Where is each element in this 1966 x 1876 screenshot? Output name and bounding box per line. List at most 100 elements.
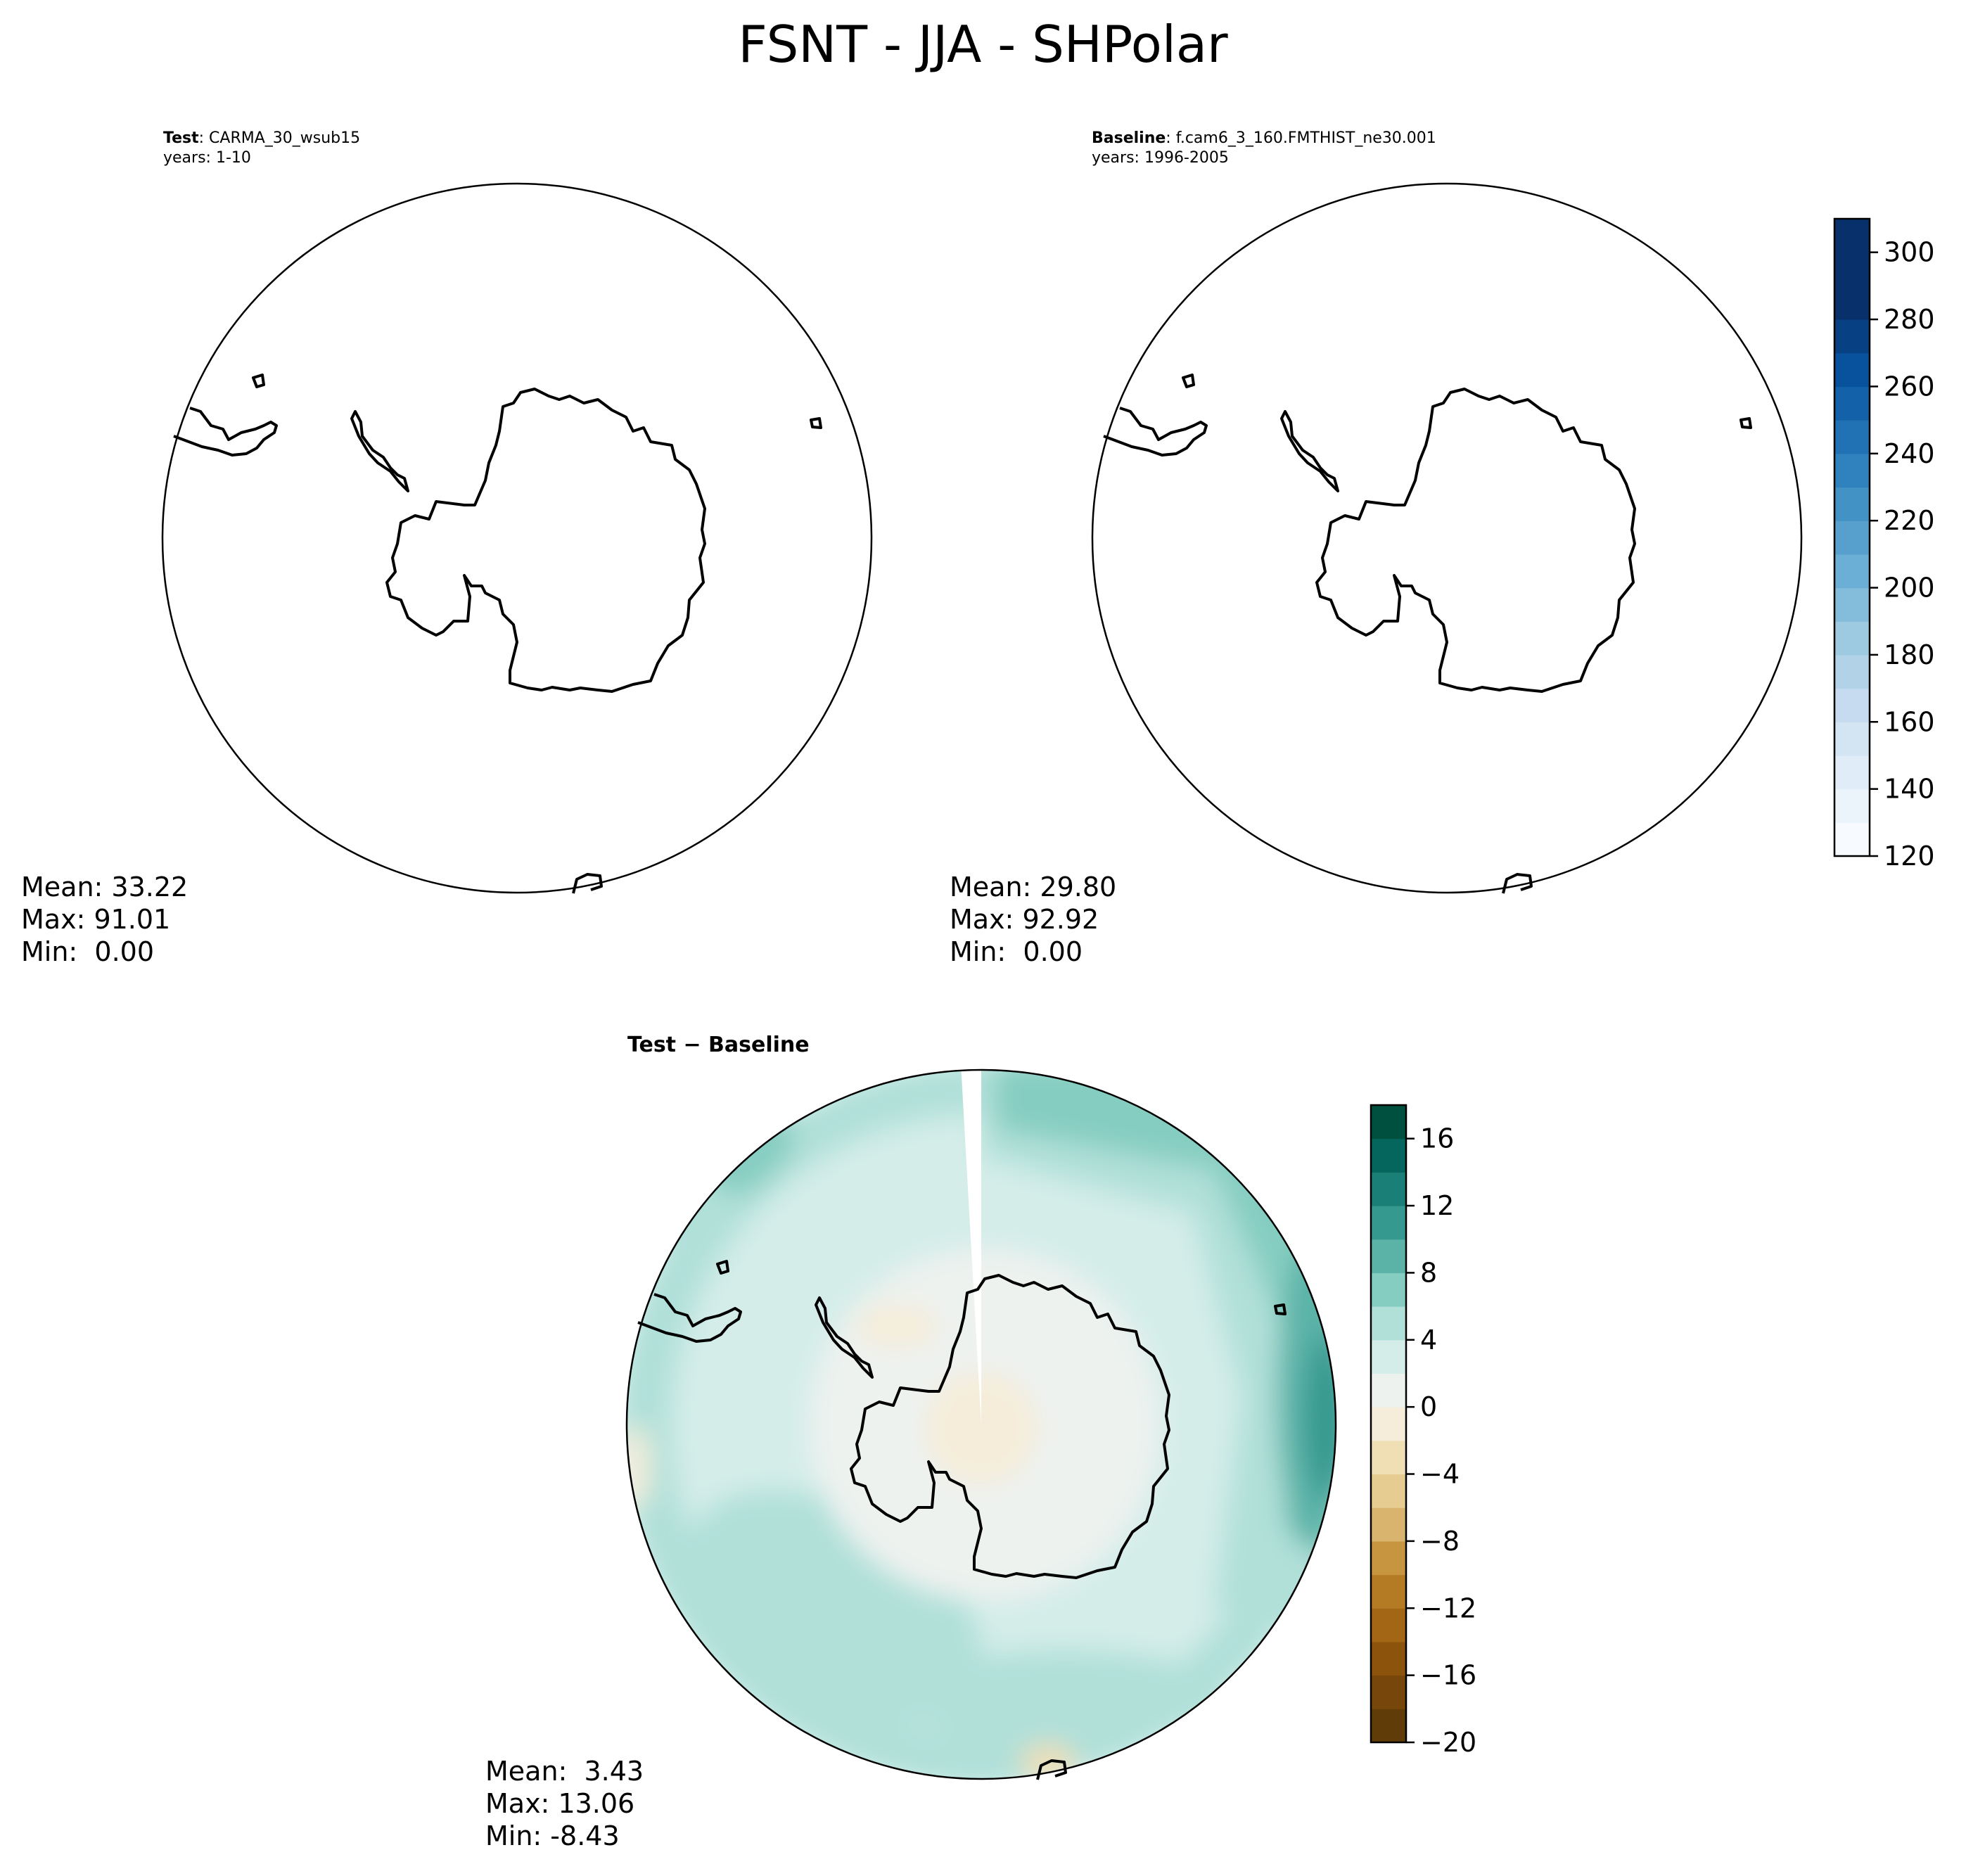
diff-south-america-coast xyxy=(637,1293,742,1343)
diff-colorbar-band xyxy=(1371,1574,1406,1609)
diff-mean: Mean: 3.43 xyxy=(485,1756,644,1787)
diff-colorbar-band xyxy=(1371,1440,1406,1475)
diff-map-boundary xyxy=(625,1068,1337,1780)
diff-colorbar-band xyxy=(1371,1641,1406,1676)
diff-colorbar-tick-label: 16 xyxy=(1420,1123,1454,1154)
baseline-colorbar-tick-label: 220 xyxy=(1884,505,1935,536)
diff-colorbar-tick-label: −20 xyxy=(1420,1727,1476,1758)
baseline-colorbar-band xyxy=(1834,621,1870,656)
baseline-max: Max: 92.92 xyxy=(950,904,1099,935)
baseline-colorbar-band xyxy=(1834,822,1870,857)
diff-colorbar-band xyxy=(1371,1239,1406,1274)
diff-colorbar-band xyxy=(1371,1507,1406,1542)
baseline-label-bold: Baseline xyxy=(1092,129,1166,147)
diff-coastlines xyxy=(637,1260,1287,1780)
diff-colorbar-tick-label: 4 xyxy=(1420,1325,1437,1355)
test-panel-label: Test: CARMA_30_wsub15 years: 1-10 xyxy=(163,129,360,168)
diff-field-max xyxy=(651,1189,686,1209)
test-label-bold: Test xyxy=(163,129,199,147)
diff-colorbar: −20 −16 −12 −8 −4 0 4 8 12 16 xyxy=(1370,1104,1476,1758)
figure-title: FSNT - JJA - SHPolar xyxy=(738,15,1228,74)
baseline-peninsula-coast xyxy=(1280,410,1339,492)
diff-data-gap xyxy=(960,1070,981,1424)
baseline-colorbar-band xyxy=(1834,688,1870,722)
baseline-colorbar-tick-label: 280 xyxy=(1884,304,1935,335)
diff-australia-coast xyxy=(1036,1759,1067,1780)
baseline-colorbar-tick-label: 140 xyxy=(1884,774,1935,805)
diff-colorbar-tick-label: −4 xyxy=(1420,1459,1460,1490)
diff-min: Min: -8.43 xyxy=(485,1820,620,1851)
diff-field-neg-patch xyxy=(855,1305,939,1347)
test-years: years: 1-10 xyxy=(163,149,251,167)
baseline-antarctica-coast xyxy=(1315,388,1636,693)
test-antarctica-coast xyxy=(385,388,706,693)
baseline-colorbar-band xyxy=(1834,352,1870,388)
baseline-colorbar-band xyxy=(1834,453,1870,488)
test-peninsula-coast xyxy=(350,410,409,492)
diff-field-smooth xyxy=(627,1070,1336,1779)
diff-field-blob xyxy=(627,1185,749,1242)
baseline-south-america-coast xyxy=(1103,407,1208,457)
test-map xyxy=(161,182,873,894)
baseline-colorbar-band xyxy=(1834,521,1870,555)
baseline-colorbar-band xyxy=(1834,554,1870,589)
diff-max: Max: 13.06 xyxy=(485,1788,635,1819)
diff-colorbar-tick-label: −16 xyxy=(1420,1660,1476,1691)
baseline-colorbar-band xyxy=(1834,722,1870,756)
baseline-label-case: : f.cam6_3_160.FMTHIST_ne30.001 xyxy=(1166,129,1436,147)
baseline-colorbar-tick-label: 300 xyxy=(1884,237,1935,268)
diff-colorbar-band xyxy=(1371,1373,1406,1408)
diff-colorbar-band xyxy=(1371,1540,1406,1576)
diff-colorbar-frame xyxy=(1370,1104,1408,1744)
diff-colorbar-tick-label: −8 xyxy=(1420,1526,1460,1557)
baseline-years: years: 1996-2005 xyxy=(1092,149,1229,167)
test-stats: Mean: 33.22 Max: 91.01 Min: 0.00 xyxy=(21,871,188,968)
baseline-colorbar-tick-label: 160 xyxy=(1884,706,1935,737)
diff-island-coast xyxy=(1274,1303,1287,1315)
baseline-colorbar-band xyxy=(1834,420,1870,454)
test-mean: Mean: 33.22 xyxy=(21,872,189,902)
diff-colorbar-tick-label: 8 xyxy=(1420,1257,1437,1288)
diff-field-pole-neg xyxy=(925,1372,1038,1484)
baseline-colorbar-band xyxy=(1834,654,1870,689)
baseline-colorbar-band xyxy=(1834,252,1870,286)
test-island-coast xyxy=(810,417,822,429)
diff-colorbar-band xyxy=(1371,1172,1406,1206)
diff-colorbar-band xyxy=(1371,1105,1406,1140)
baseline-colorbar-frame xyxy=(1833,217,1871,857)
baseline-map-boundary xyxy=(1091,182,1803,894)
diff-label-bold: Test − Baseline xyxy=(627,1033,810,1057)
diff-field-max xyxy=(1305,1333,1336,1502)
diff-colorbar-band xyxy=(1371,1474,1406,1508)
diff-stats: Mean: 3.43 Max: 13.06 Min: -8.43 xyxy=(485,1755,644,1852)
diff-colorbar-band xyxy=(1371,1206,1406,1240)
test-australia-coast xyxy=(572,873,603,894)
baseline-coastlines xyxy=(1103,374,1752,894)
baseline-colorbar-tick-label: 260 xyxy=(1884,371,1935,402)
diff-colorbar-band xyxy=(1371,1339,1406,1374)
baseline-colorbar-band xyxy=(1834,587,1870,622)
test-min: Min: 0.00 xyxy=(21,936,154,967)
diff-colorbar-band xyxy=(1371,1608,1406,1642)
diff-colorbar-band xyxy=(1371,1407,1406,1441)
baseline-colorbar: 120 140 160 180 200 220 240 260 280 300 xyxy=(1833,217,1935,872)
baseline-min: Min: 0.00 xyxy=(950,936,1083,967)
diff-colorbar-tick-label: −12 xyxy=(1420,1593,1476,1623)
diff-colorbar-band xyxy=(1371,1709,1406,1743)
test-map-boundary xyxy=(161,182,873,894)
baseline-colorbar-band xyxy=(1834,319,1870,354)
test-max: Max: 91.01 xyxy=(21,904,171,935)
baseline-australia-coast xyxy=(1502,873,1533,894)
baseline-colorbar-band xyxy=(1834,219,1870,253)
baseline-colorbar-band xyxy=(1834,286,1870,320)
diff-field xyxy=(627,1070,1336,1779)
diff-colorbar-band xyxy=(1371,1306,1406,1341)
diff-falklands-coast xyxy=(716,1260,729,1275)
test-coastlines xyxy=(173,374,822,894)
diff-panel-label: Test − Baseline xyxy=(627,1033,810,1058)
diff-colorbar-band xyxy=(1371,1138,1406,1173)
baseline-colorbar-band xyxy=(1834,789,1870,823)
